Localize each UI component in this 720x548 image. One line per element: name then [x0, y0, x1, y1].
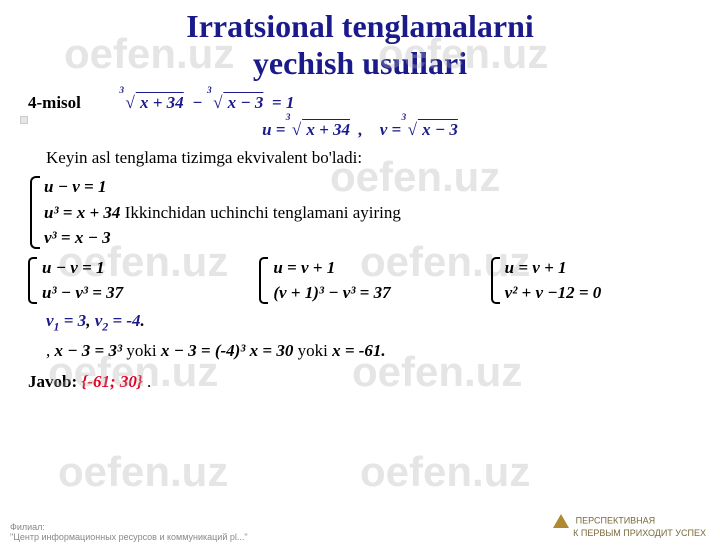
col2-a: u = v + 1 — [273, 255, 460, 281]
sys1-b: u³ = x + 34 — [44, 203, 120, 222]
logo-line2: К ПЕРВЫМ ПРИХОДИТ УСПЕХ — [573, 528, 706, 538]
subst-yoki2: yoki — [298, 341, 332, 360]
footer: Филиал: "Центр информационных ресурсов и… — [10, 522, 248, 542]
subst-yoki1: yoki — [126, 341, 160, 360]
answer-value: {-61; 30} — [81, 372, 142, 391]
subst-eq2: x − 3 = (-4)³ — [161, 341, 246, 360]
subst-eq3: x = 30 — [250, 341, 294, 360]
content-body: 4-misol 3√ x + 34 − 3√ x − 3 = 1 u = 3√ … — [0, 82, 720, 395]
subst-prefix: , — [46, 341, 55, 360]
page-title: Irratsional tenglamalarni yechish usulla… — [0, 8, 720, 82]
title-line-2: yechish usullari — [253, 45, 467, 81]
example-label: 4-misol — [28, 93, 81, 112]
roots-line: v1 = 3, v2 = -4. — [46, 308, 692, 336]
col1-b: u³ − v³ = 37 — [42, 280, 229, 306]
equation-1: 3√ x + 34 − 3√ x − 3 = 1 — [123, 93, 294, 112]
sys1-a: u − v = 1 — [44, 174, 692, 200]
col1: u − v = 1 u³ − v³ = 37 — [28, 255, 229, 306]
footer-line2: "Центр информационных ресурсов и коммуни… — [10, 532, 248, 542]
col1-a: u − v = 1 — [42, 255, 229, 281]
logo-block: ПЕРСПЕКТИВНАЯ К ПЕРВЫМ ПРИХОДИТ УСПЕХ — [553, 514, 706, 538]
sys1-b-row: u³ = x + 34 Ikkinchidan uchinchi tenglam… — [44, 200, 692, 226]
answer-line: Javob: {-61; 30} . — [28, 369, 692, 395]
answer-period: . — [147, 372, 151, 391]
title-line-1: Irratsional tenglamalarni — [186, 8, 534, 44]
subst-eq1: x − 3 = 3³ — [55, 341, 123, 360]
col2: u = v + 1 (v + 1)³ − v³ = 37 — [259, 255, 460, 306]
watermark-text: oefen.uz — [58, 448, 228, 496]
system-1: u − v = 1 u³ = x + 34 Ikkinchidan uchinc… — [28, 174, 692, 251]
equation-2: u = 3√ x + 34 , v = 3√ x − 3 — [28, 117, 692, 143]
system-row-3col: u − v = 1 u³ − v³ = 37 u = v + 1 (v + 1)… — [28, 255, 692, 306]
col3-b: v² + v −12 = 0 — [505, 280, 692, 306]
sys1-b-note: Ikkinchidan uchinchi tenglamani ayiring — [125, 203, 401, 222]
example-row: 4-misol 3√ x + 34 − 3√ x − 3 = 1 — [28, 90, 692, 116]
col3-a: u = v + 1 — [505, 255, 692, 281]
footer-line1: Филиал: — [10, 522, 248, 532]
decorative-square — [20, 116, 28, 124]
logo-triangle-icon — [553, 514, 569, 528]
col2-b: (v + 1)³ − v³ = 37 — [273, 280, 460, 306]
sys1-c: v³ = x − 3 — [44, 225, 692, 251]
logo-line1: ПЕРСПЕКТИВНАЯ — [576, 515, 656, 525]
answer-label: Javob: — [28, 372, 81, 391]
substitution-line: , x − 3 = 3³ yoki x − 3 = (-4)³ x = 30 y… — [46, 338, 692, 364]
text-keyin: Keyin asl tenglama tizimga ekvivalent bo… — [46, 145, 692, 171]
col3: u = v + 1 v² + v −12 = 0 — [491, 255, 692, 306]
subst-eq4: x = -61. — [332, 341, 386, 360]
watermark-text: oefen.uz — [360, 448, 530, 496]
